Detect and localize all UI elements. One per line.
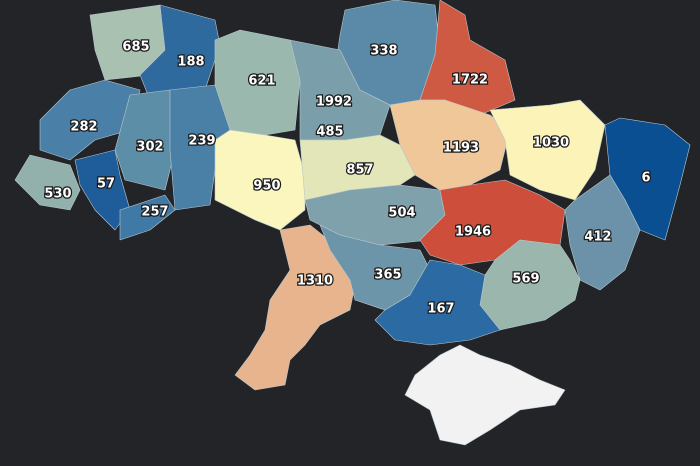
region-label: 6: [641, 171, 650, 186]
region-label: 1310: [297, 274, 333, 289]
labels: 685 188 338 1722 621 1992 485 282 302 239 1193 1030…: [43, 38, 652, 318]
region-label: 1722: [452, 73, 488, 88]
region-label: 857: [346, 163, 373, 178]
region-label: 1030: [533, 136, 569, 151]
region-label: 504: [388, 206, 415, 221]
region-label: 621: [248, 74, 275, 89]
region-label: 950: [253, 179, 280, 194]
region-label: 188: [177, 55, 204, 70]
region-label: 412: [584, 230, 611, 245]
region: [489, 99, 606, 201]
crimea: [404, 344, 566, 446]
region-label: 239: [188, 134, 215, 149]
region-label: 282: [70, 120, 97, 135]
region: [14, 154, 81, 211]
region-label: 1992: [316, 95, 352, 110]
region: [119, 194, 176, 241]
region-label: 57: [97, 177, 115, 192]
region-label: 167: [427, 302, 454, 317]
region-label: 530: [44, 187, 71, 202]
region-label: 338: [370, 44, 397, 59]
region-label: 569: [512, 272, 539, 287]
region: [169, 84, 231, 211]
region-label: 365: [374, 268, 401, 283]
region-label: 685: [122, 40, 149, 55]
region-label: 257: [141, 205, 168, 220]
region-label: 1946: [455, 225, 491, 240]
region: [564, 174, 641, 291]
region-label: 302: [136, 140, 163, 155]
regions: [14, 0, 691, 391]
region: [374, 259, 501, 346]
region-label: 485: [316, 125, 343, 140]
region: [419, 0, 516, 116]
region-label: 1193: [443, 141, 479, 156]
